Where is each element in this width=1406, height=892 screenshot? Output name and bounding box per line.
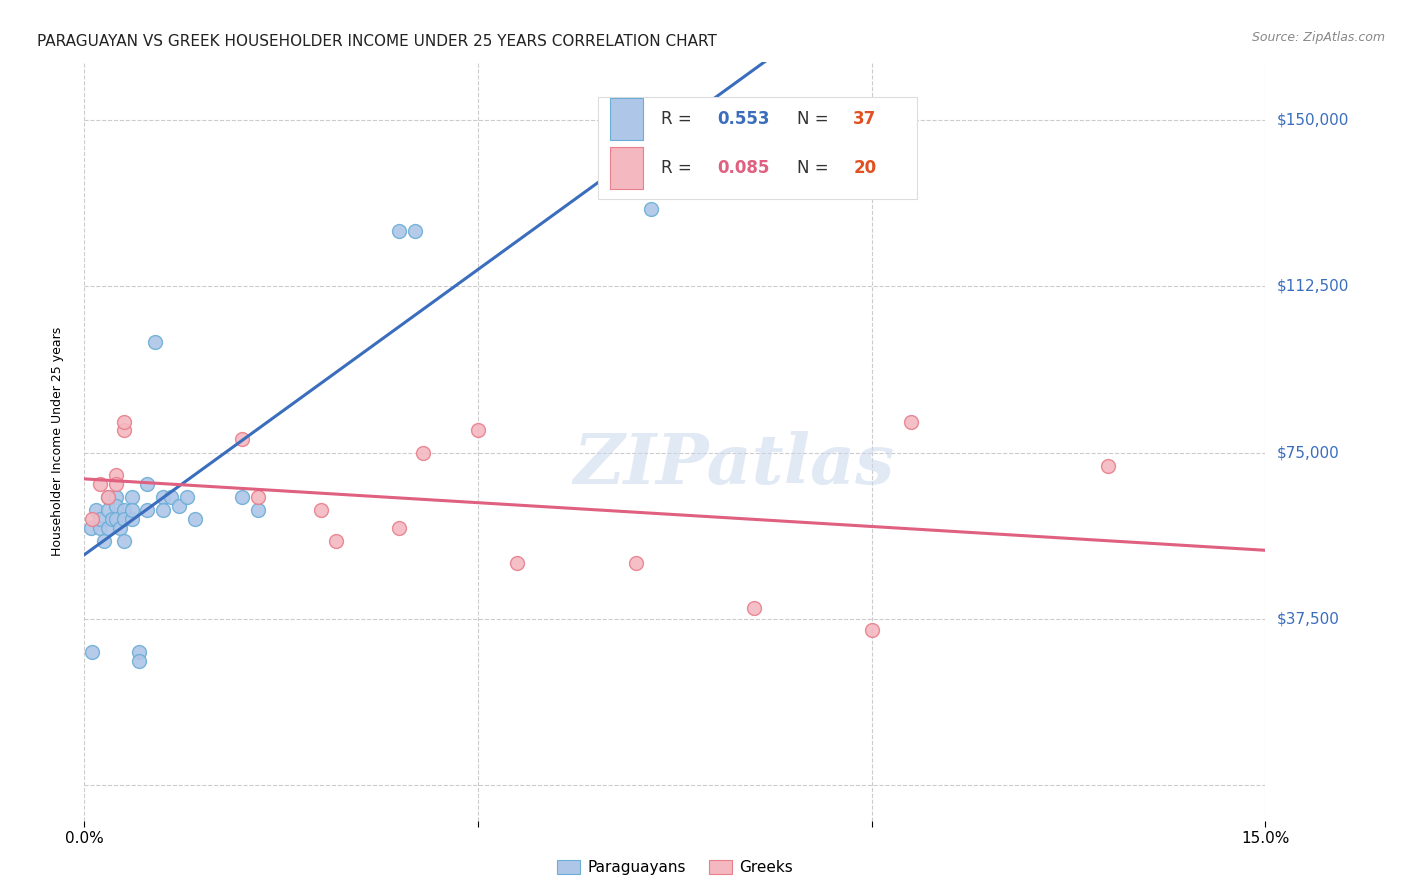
Point <box>506 557 529 571</box>
Point <box>89 512 111 526</box>
Point <box>89 476 111 491</box>
Text: 0.085: 0.085 <box>717 159 769 177</box>
Point <box>624 135 647 149</box>
Point <box>128 654 150 668</box>
Point <box>136 503 159 517</box>
Point <box>121 490 143 504</box>
Point <box>1097 458 1119 473</box>
Y-axis label: Householder Income Under 25 years: Householder Income Under 25 years <box>51 326 63 557</box>
Point <box>112 415 135 429</box>
Text: N =: N = <box>797 159 834 177</box>
Point <box>246 490 269 504</box>
FancyBboxPatch shape <box>598 96 917 199</box>
Point <box>79 521 101 535</box>
Point <box>121 503 143 517</box>
Point <box>160 490 183 504</box>
Point <box>404 224 426 238</box>
Point <box>388 521 411 535</box>
Point <box>325 534 347 549</box>
Point <box>104 499 127 513</box>
Point <box>97 503 120 517</box>
Point <box>97 521 120 535</box>
Text: N =: N = <box>797 110 834 128</box>
Point <box>183 512 205 526</box>
Point <box>97 490 120 504</box>
Point <box>412 445 434 459</box>
Point <box>104 490 127 504</box>
Text: $112,500: $112,500 <box>1277 279 1348 293</box>
Point <box>82 645 104 659</box>
Point <box>231 490 253 504</box>
Point <box>176 490 198 504</box>
Point <box>136 476 159 491</box>
Point <box>104 467 127 482</box>
Text: $37,500: $37,500 <box>1277 611 1340 626</box>
Text: Source: ZipAtlas.com: Source: ZipAtlas.com <box>1251 31 1385 45</box>
Text: $75,000: $75,000 <box>1277 445 1340 460</box>
Point <box>152 503 174 517</box>
Point <box>112 424 135 438</box>
Point <box>167 499 190 513</box>
Point <box>82 512 104 526</box>
Point <box>860 623 883 637</box>
Point <box>104 512 127 526</box>
Point <box>309 503 332 517</box>
Point <box>112 503 135 517</box>
Point <box>89 521 111 535</box>
Legend: Paraguayans, Greeks: Paraguayans, Greeks <box>551 854 799 881</box>
Point <box>128 645 150 659</box>
FancyBboxPatch shape <box>610 98 643 139</box>
Point <box>467 424 489 438</box>
Point <box>104 476 127 491</box>
Point <box>93 534 115 549</box>
Text: 37: 37 <box>853 110 876 128</box>
Text: $150,000: $150,000 <box>1277 112 1348 128</box>
Point <box>108 521 131 535</box>
FancyBboxPatch shape <box>610 147 643 189</box>
Point <box>143 334 166 349</box>
Text: PARAGUAYAN VS GREEK HOUSEHOLDER INCOME UNDER 25 YEARS CORRELATION CHART: PARAGUAYAN VS GREEK HOUSEHOLDER INCOME U… <box>37 34 717 49</box>
Point <box>97 490 120 504</box>
Text: 20: 20 <box>853 159 876 177</box>
Point <box>112 512 135 526</box>
Point <box>231 433 253 447</box>
Point <box>388 224 411 238</box>
Point <box>84 503 107 517</box>
Text: R =: R = <box>661 159 697 177</box>
Text: ZIPatlas: ZIPatlas <box>574 431 894 498</box>
Point <box>640 202 662 216</box>
Point <box>900 415 922 429</box>
Point <box>742 600 765 615</box>
Point <box>121 512 143 526</box>
Point <box>152 490 174 504</box>
Point <box>246 503 269 517</box>
Text: 0.553: 0.553 <box>717 110 770 128</box>
Text: R =: R = <box>661 110 697 128</box>
Point <box>112 534 135 549</box>
Point <box>624 557 647 571</box>
Point <box>101 512 124 526</box>
